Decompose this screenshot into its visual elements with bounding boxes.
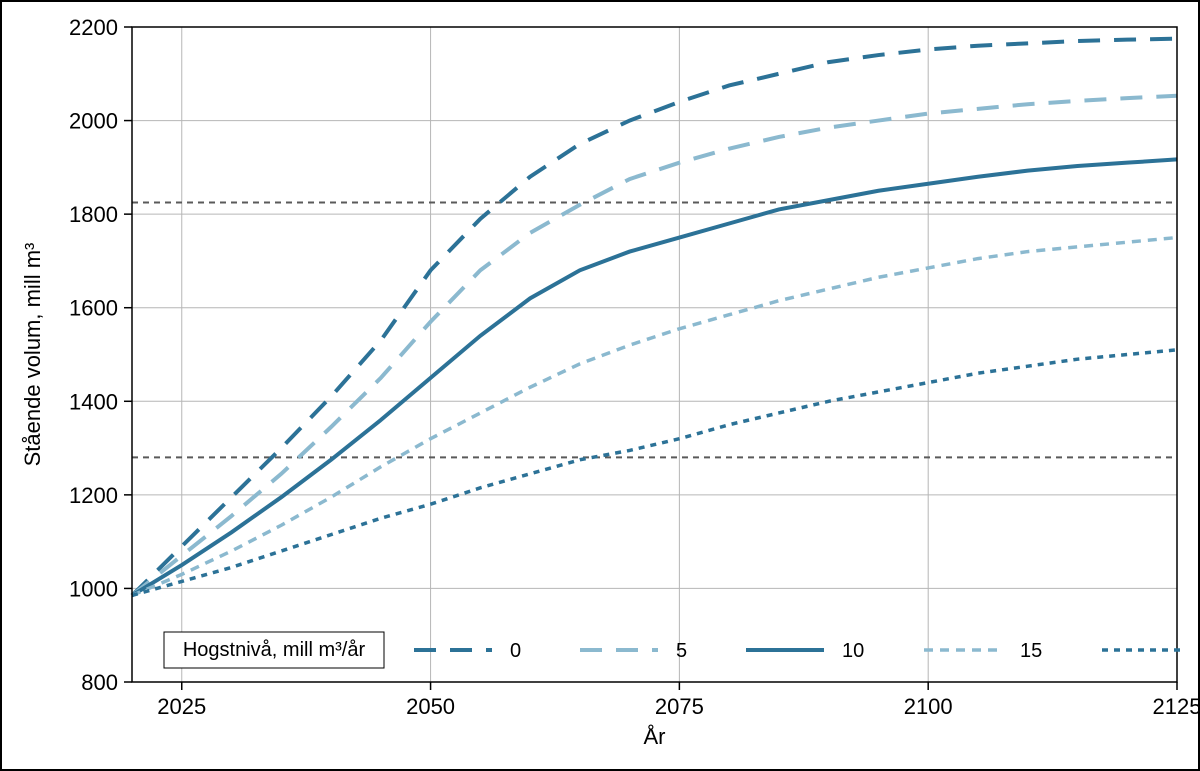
line-chart: 2025 2050 2075 2100 2125 800 1000 1200 1400 1600 1…	[2, 2, 1198, 769]
xtick-label: 2100	[904, 694, 953, 719]
y-axis-label: Stående volum, mill m³	[20, 243, 45, 467]
ytick-label: 1600	[69, 296, 118, 321]
ytick-label: 2000	[69, 109, 118, 134]
chart-frame: 2025 2050 2075 2100 2125 800 1000 1200 1400 1600 1…	[0, 0, 1200, 771]
xtick-label: 2050	[406, 694, 455, 719]
ytick-label: 1400	[69, 389, 118, 414]
legend-label-0: 0	[510, 640, 521, 662]
ytick-label: 800	[81, 670, 118, 695]
legend-label-10: 10	[842, 640, 864, 662]
xtick-label: 2025	[157, 694, 206, 719]
ytick-label: 1800	[69, 202, 118, 227]
legend-label-5: 5	[676, 640, 687, 662]
ytick-label: 1200	[69, 483, 118, 508]
xtick-label: 2075	[655, 694, 704, 719]
x-axis-label: År	[644, 724, 666, 749]
ytick-label: 1000	[69, 576, 118, 601]
legend-label-15: 15	[1020, 640, 1042, 662]
xtick-label: 2125	[1153, 694, 1198, 719]
legend-title: Hogstnivå, mill m³/år	[183, 639, 366, 661]
ytick-label: 2200	[69, 15, 118, 40]
